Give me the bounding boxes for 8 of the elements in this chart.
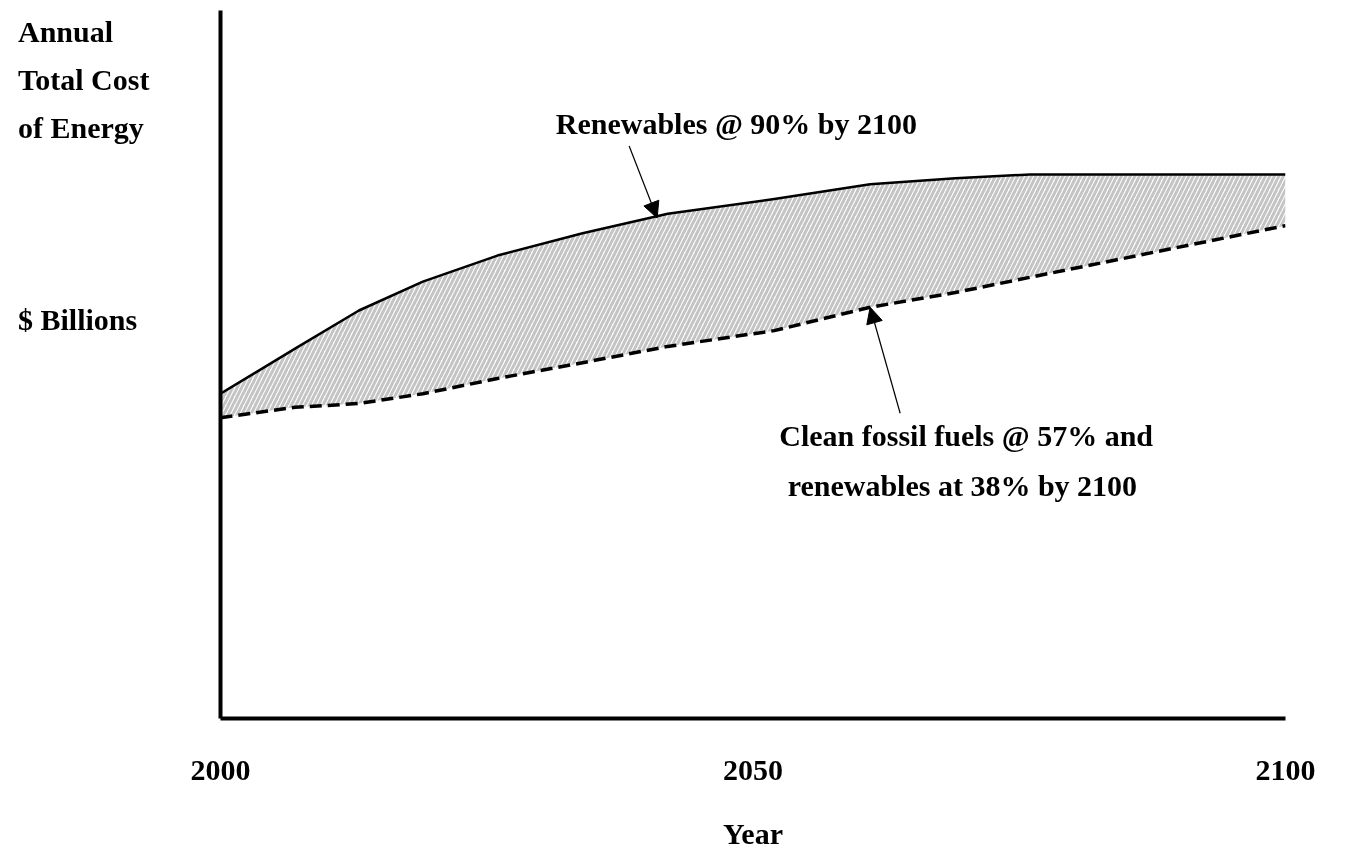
x-tick-label: 2050 xyxy=(723,752,783,786)
x-tick-label: 2100 xyxy=(1255,752,1316,786)
annotation: Renewables @ 90% by 2100 xyxy=(555,107,918,141)
y-axis-title: $ Billions xyxy=(18,302,138,338)
chart-title: Annual Total Cost of Energy xyxy=(18,14,150,146)
x-tick-label: 2000 xyxy=(190,752,251,786)
x-axis-title: Year xyxy=(723,816,783,850)
annotation: Clean fossil fuels @ 57% and renewables at 38% by 2100 xyxy=(779,419,1154,502)
